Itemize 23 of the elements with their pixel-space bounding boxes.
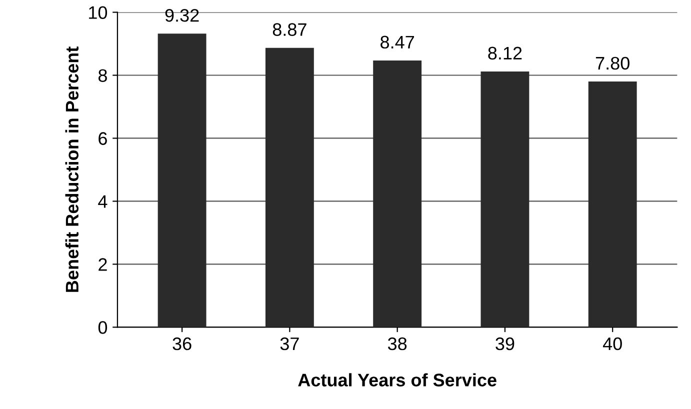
bar (265, 48, 314, 328)
data-label: 8.47 (380, 36, 414, 49)
y-tick-label: 6 (98, 132, 107, 145)
y-tick-label: 10 (89, 6, 108, 19)
x-tick-label: 40 (602, 337, 622, 350)
data-label: 8.87 (272, 23, 306, 36)
data-label: 9.32 (165, 9, 199, 22)
y-tick-label: 4 (98, 195, 108, 208)
y-tick-label: 0 (98, 321, 108, 334)
x-tick-label: 37 (280, 337, 299, 350)
data-label: 8.12 (488, 46, 522, 60)
x-axis-title: Actual Years of Service (298, 373, 496, 386)
x-tick-label: 38 (388, 337, 407, 350)
x-tick-label: 36 (172, 337, 192, 350)
bar (588, 82, 637, 328)
bar (480, 71, 530, 328)
bar (158, 34, 206, 328)
y-tick-label: 8 (98, 69, 107, 82)
y-tick-label: 2 (98, 258, 107, 271)
x-tick-label: 39 (496, 337, 514, 350)
bar (373, 60, 422, 328)
data-label: 7.80 (596, 56, 630, 70)
y-axis-title: Benefit Reduction in Percent (65, 46, 79, 292)
